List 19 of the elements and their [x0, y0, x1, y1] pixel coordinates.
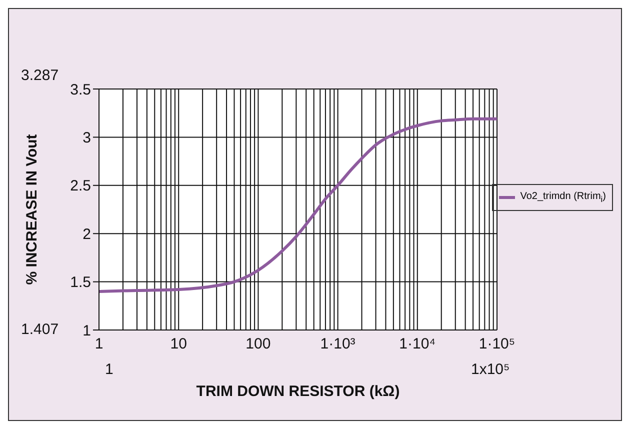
- x-tick-label: 1·10⁵: [478, 336, 516, 353]
- x-tick-label: 1·10⁴: [399, 336, 436, 353]
- x-tick-label: 100: [246, 336, 271, 353]
- y-tick-label: 2: [82, 226, 91, 243]
- legend-label: Vo2_trimdn (Rtrim$_{i}$): [520, 191, 606, 204]
- y-tick-label: 1.5: [70, 274, 91, 292]
- y-tick-label: 3: [82, 130, 91, 147]
- y-tick-label: 3.5: [70, 81, 91, 98]
- x-tick-label: 1: [94, 336, 104, 353]
- text: 1x10⁵: [471, 361, 510, 378]
- x-axis-title: TRIM DOWN RESISTOR (kΩ): [196, 383, 400, 400]
- y-axis-title: % INCREASE IN Vout: [23, 134, 40, 285]
- y-tick-label: 2.5: [70, 178, 91, 195]
- x-tick-label: 1·10³: [320, 336, 356, 353]
- text: 1: [105, 361, 114, 378]
- x-tick-label: 10: [170, 336, 187, 353]
- text: 3.287: [21, 67, 59, 84]
- y-tick-label: 1: [82, 322, 91, 340]
- text: 1.407: [21, 321, 59, 338]
